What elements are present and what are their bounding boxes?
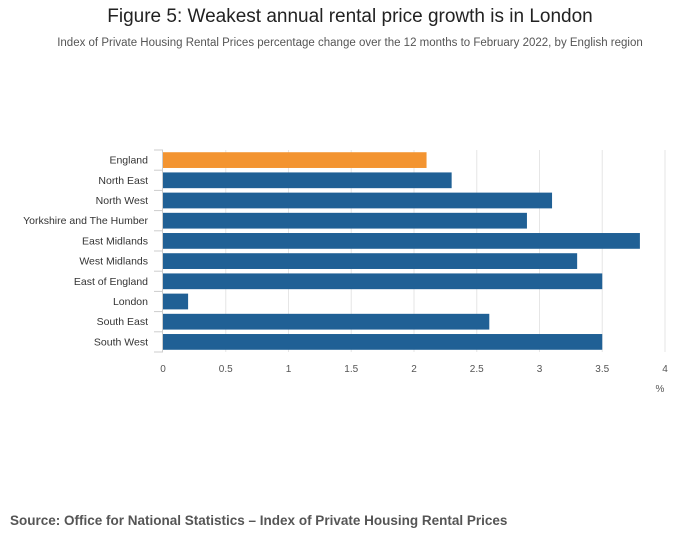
chart-title: Figure 5: Weakest annual rental price gr…: [107, 6, 593, 27]
x-tick-label: 2: [411, 364, 417, 375]
x-tick-label: 0.5: [219, 364, 233, 375]
x-tick-label: 2.5: [470, 364, 484, 375]
category-label: West Midlands: [79, 256, 148, 268]
category-label: East Midlands: [82, 235, 148, 247]
bar: [163, 293, 189, 310]
chart-subtitle: Index of Private Housing Rental Prices p…: [57, 37, 643, 49]
x-tick-label: 3: [537, 364, 543, 375]
source-note: Source: Office for National Statistics –…: [10, 513, 508, 528]
x-axis-label: %: [656, 384, 665, 395]
category-label: East of England: [74, 276, 148, 288]
x-tick-label: 1.5: [344, 364, 358, 375]
bar: [163, 273, 603, 290]
category-label: Yorkshire and The Humber: [23, 215, 148, 227]
category-label: South West: [94, 336, 148, 348]
category-label: North East: [98, 175, 148, 187]
bar: [163, 334, 603, 350]
category-label: North West: [96, 195, 148, 207]
bar: [163, 233, 640, 249]
bar: [163, 192, 553, 209]
x-tick-label: 1: [286, 364, 292, 375]
bar: [163, 253, 578, 269]
category-label: England: [109, 155, 148, 167]
category-label: South East: [97, 316, 148, 328]
bar: [163, 172, 452, 189]
x-tick-label: 0: [160, 364, 166, 375]
bar: [163, 212, 527, 229]
bar: [163, 313, 490, 330]
category-label: London: [113, 296, 148, 308]
x-tick-label: 4: [662, 364, 668, 375]
x-tick-label: 3.5: [595, 364, 609, 375]
bar: [163, 152, 427, 168]
